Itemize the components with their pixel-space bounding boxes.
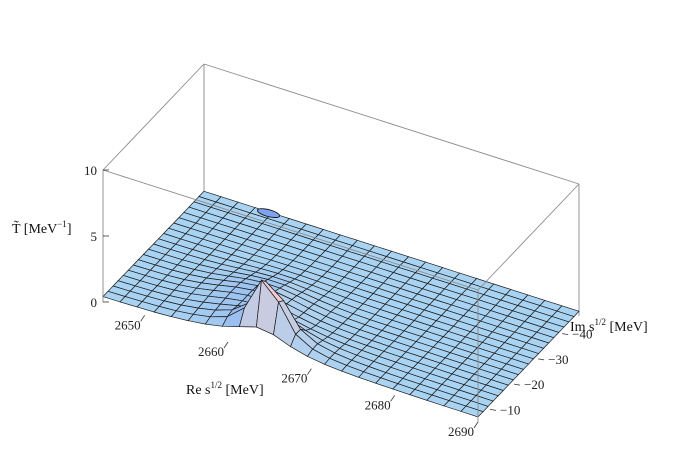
x-tick-mark xyxy=(307,368,312,375)
y-tick-mark xyxy=(489,408,497,411)
x-axis-label: Re s1/2 [MeV] xyxy=(186,380,264,398)
axis-labels: Re s1/2 [MeV] Im s1/2 [MeV] T̃ [MeV−1] xyxy=(12,219,648,398)
x-tick-label: 2670 xyxy=(281,371,307,386)
x-tick-mark xyxy=(390,395,395,402)
x-tick-label: 2680 xyxy=(365,397,391,412)
x-tick-label: 2650 xyxy=(115,317,141,332)
box-edge-front-top xyxy=(102,169,479,291)
x-tick-mark xyxy=(223,341,229,349)
x-tick-mark xyxy=(473,421,479,429)
y-tick-mark xyxy=(562,333,569,336)
axis-ticks: 2650 2660 2670 2680 2690 −10 −20 −30 −40 0 5 10 xyxy=(84,163,593,439)
z-tick-label: 10 xyxy=(84,163,97,178)
y-tick-label: −10 xyxy=(500,402,520,417)
box-edge-back-top xyxy=(203,63,580,185)
y-tick-label: −40 xyxy=(572,327,592,342)
z-tick-label: 5 xyxy=(91,229,98,244)
bounding-box-back xyxy=(102,63,580,316)
peak-cap xyxy=(256,208,281,218)
x-tick-mark xyxy=(140,315,145,322)
x-tick-label: 2690 xyxy=(448,424,474,439)
y-axis-label: Im s1/2 [MeV] xyxy=(570,317,648,335)
y-tick-label: −20 xyxy=(524,377,544,392)
x-tick-label: 2660 xyxy=(198,344,224,359)
surface-mesh xyxy=(102,190,580,418)
box-edge-left-top xyxy=(102,63,205,171)
y-tick-mark xyxy=(514,383,521,386)
y-tick-label: −30 xyxy=(548,352,568,367)
box-edge-right-top xyxy=(477,183,580,291)
y-tick-mark xyxy=(538,358,545,361)
z-tick-label: 0 xyxy=(91,295,98,310)
z-axis-label: T̃ [MeV−1] xyxy=(12,219,71,237)
